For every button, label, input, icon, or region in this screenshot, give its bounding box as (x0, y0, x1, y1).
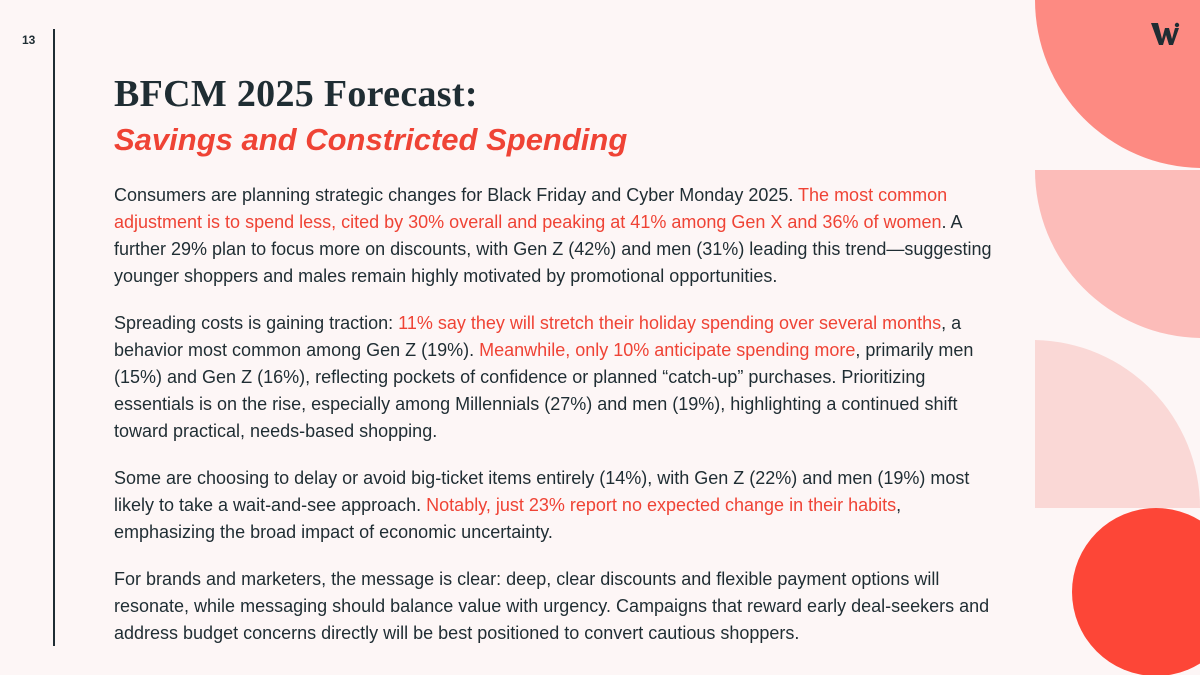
paragraph-1-text-a: Consumers are planning strategic changes… (114, 185, 799, 205)
page-number: 13 (22, 33, 36, 47)
paragraph-2-highlight-1: 11% say they will stretch their holiday … (398, 313, 942, 333)
quarter-circle-shape-2 (1035, 170, 1200, 338)
w-logo-icon (1151, 22, 1180, 45)
paragraph-2-text-a: Spreading costs is gaining traction: (114, 313, 399, 333)
paragraph-2-text-c: , a behavior most common among Gen Z (19… (114, 313, 962, 360)
slide-content: BFCM 2025 Forecast: Savings and Constric… (114, 70, 1004, 667)
paragraph-2-highlight-2: Meanwhile, only 10% anticipate spending … (479, 340, 856, 360)
red-circle-shape (1072, 508, 1200, 675)
decorative-shapes (1035, 0, 1200, 675)
page-subtitle: Savings and Constricted Spending (114, 122, 628, 157)
paragraph-3-text-a: Some are choosing to delay or avoid big-… (114, 468, 970, 515)
quarter-circle-shape-3 (1035, 340, 1200, 508)
paragraph-3: Some are choosing to delay or avoid big-… (114, 465, 1004, 546)
paragraph-1-highlight: The most common adjustment is to spend l… (114, 185, 948, 232)
body-text: Consumers are planning strategic changes… (114, 182, 1004, 647)
paragraph-1-text-c: . A further 29% plan to focus more on di… (114, 212, 992, 286)
vertical-divider (53, 29, 55, 646)
paragraph-2: Spreading costs is gaining traction: 11%… (114, 310, 1004, 445)
paragraph-4-text: For brands and marketers, the message is… (114, 569, 990, 643)
paragraph-2-text-e: , primarily men (15%) and Gen Z (16%), r… (114, 340, 974, 441)
page-title: BFCM 2025 Forecast: (114, 73, 478, 115)
paragraph-3-highlight: Notably, just 23% report no expected cha… (426, 495, 897, 515)
paragraph-1: Consumers are planning strategic changes… (114, 182, 1004, 290)
paragraph-4: For brands and marketers, the message is… (114, 566, 1004, 647)
paragraph-3-text-c: , emphasizing the broad impact of econom… (114, 495, 902, 542)
